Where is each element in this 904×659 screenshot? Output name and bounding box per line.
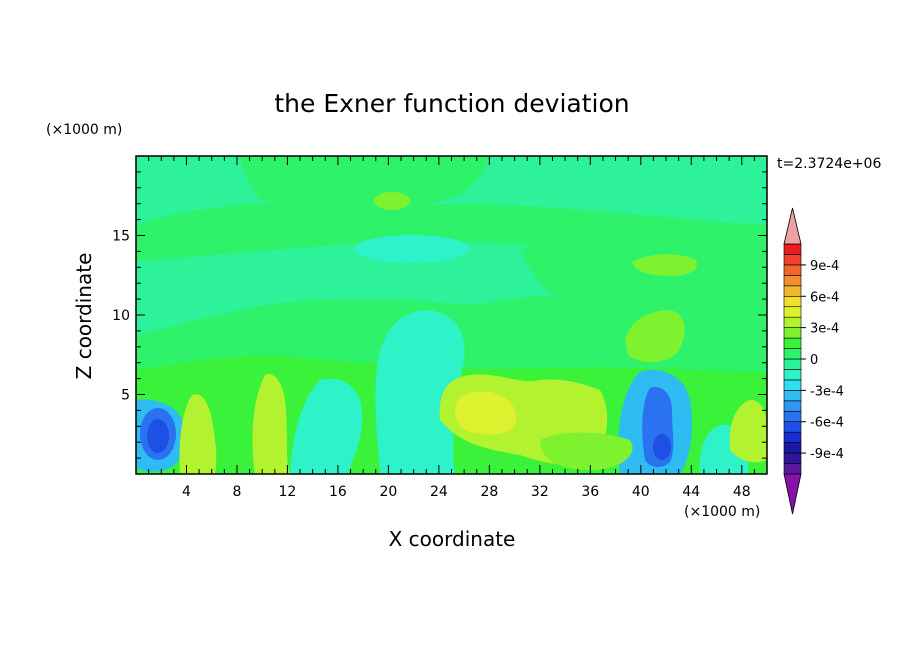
time-label: t=2.3724e+06	[777, 156, 881, 172]
colorbar-segment	[783, 358, 802, 370]
field-neg-right-inner	[653, 434, 671, 460]
x-tick-label: 44	[682, 484, 700, 500]
colorbar-segment	[783, 400, 802, 412]
colorbar-segment	[783, 316, 802, 328]
colorbar-segment	[783, 452, 802, 464]
field-neg-column-center	[375, 310, 465, 474]
field-pos-left-column-2	[252, 374, 290, 474]
colorbar-segment	[783, 306, 802, 318]
colorbar-segment	[783, 264, 802, 276]
chart-title: the Exner function deviation	[274, 89, 629, 118]
colorbar-label: 0	[810, 353, 818, 368]
x-tick-label: 4	[182, 484, 191, 500]
y-axis-label: Z coordinate	[72, 253, 96, 380]
x-tick-label: 20	[379, 484, 397, 500]
colorbar-segment	[783, 431, 802, 443]
colorbar-segment	[783, 327, 802, 339]
colorbar-segment	[783, 285, 802, 297]
colorbar-segment	[783, 421, 802, 433]
field-neg-upper-mid	[354, 235, 470, 263]
colorbar-label: -3e-4	[810, 384, 844, 399]
colorbar-segment	[783, 243, 802, 255]
colorbar-label: -6e-4	[810, 416, 844, 431]
x-tick-label: 8	[232, 484, 241, 500]
colorbar-segment	[783, 463, 802, 475]
colorbar-segment	[783, 348, 802, 360]
y-tick-label: 5	[121, 388, 130, 404]
x-tick-label: 28	[480, 484, 498, 500]
field-pos-right-top	[632, 254, 697, 276]
colorbar-segment	[783, 442, 802, 454]
colorbar-segment	[783, 295, 802, 308]
field-pos-right-lower	[729, 400, 767, 463]
x-tick-label: 32	[531, 484, 549, 500]
colorbar-label: 6e-4	[810, 290, 839, 305]
field-pos-lower-strip	[540, 432, 633, 470]
colorbar-segment	[783, 369, 802, 381]
y-tick-label: 10	[112, 308, 130, 324]
field-pos-top	[374, 192, 410, 210]
x-tick-label: 16	[329, 484, 347, 500]
y-unit-label: (×1000 m)	[46, 122, 122, 138]
x-unit-label: (×1000 m)	[684, 504, 760, 520]
x-axis: 4 8 12 16 20 24 28 32 36 40 44 48	[135, 156, 768, 500]
contour-field	[136, 156, 767, 474]
colorbar-segment	[783, 390, 802, 402]
colorbar-segment	[783, 379, 802, 391]
colorbar-label: 3e-4	[810, 322, 839, 337]
x-axis-label: X coordinate	[389, 527, 516, 551]
x-tick-label: 12	[279, 484, 297, 500]
colorbar-label: -9e-4	[810, 447, 844, 462]
field-neg-column-left	[290, 378, 363, 474]
field-neg-left-inner	[147, 419, 169, 453]
x-tick-label: 40	[632, 484, 650, 500]
y-tick-label: 15	[112, 229, 130, 245]
y-axis: 5 10 15	[112, 155, 767, 475]
x-tick-label: 36	[581, 484, 599, 500]
colorbar: 9e-4 6e-4 3e-4 0 -3e-4 -6e-4 -9e-4	[783, 207, 844, 515]
colorbar-segment	[783, 254, 802, 266]
colorbar-under-triangle	[783, 473, 802, 515]
x-tick-label: 24	[430, 484, 448, 500]
field-pos-right-upper	[625, 310, 685, 363]
x-tick-label: 48	[733, 484, 751, 500]
colorbar-over-triangle	[783, 207, 802, 245]
field-pos-left-column	[179, 394, 217, 474]
colorbar-segment	[783, 275, 802, 287]
colorbar-segment	[783, 337, 802, 349]
field-band-zero-top	[240, 156, 490, 207]
field-pos-center-core	[455, 391, 517, 435]
colorbar-segment	[783, 410, 802, 423]
colorbar-label: 9e-4	[810, 259, 839, 274]
